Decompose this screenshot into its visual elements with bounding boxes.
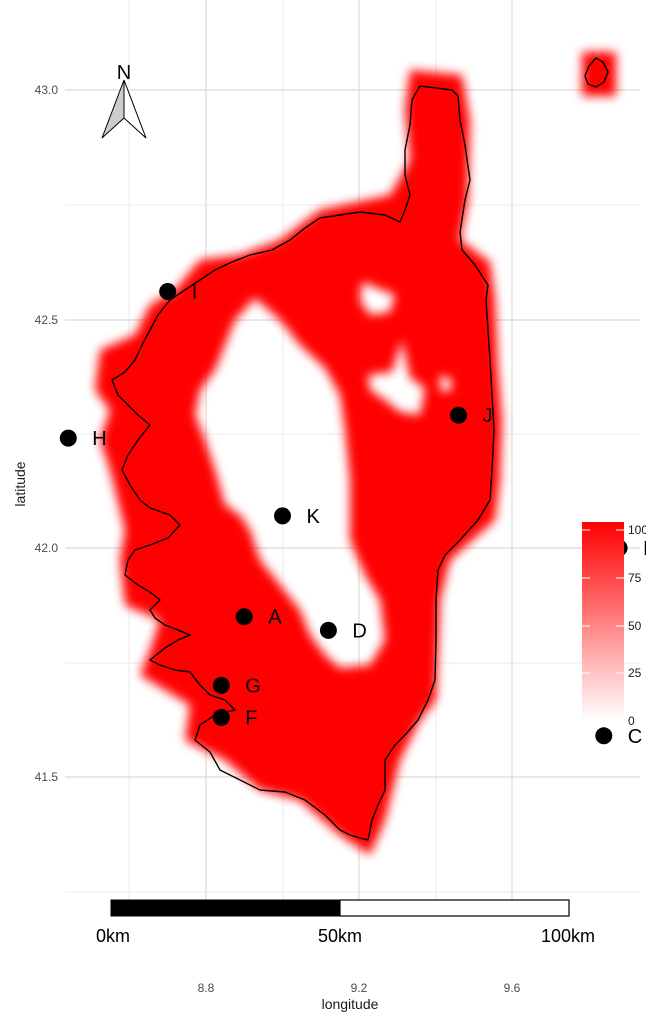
legend-tick-label: 100	[628, 523, 646, 537]
legend: 100 75 50 25 0	[582, 522, 646, 728]
x-tick-label: 8.8	[198, 981, 215, 995]
north-arrow-right-half	[123, 79, 147, 139]
y-tick-label: 42.5	[35, 313, 59, 327]
coastline	[111, 57, 609, 841]
site-label-c: C	[628, 726, 642, 748]
site-point-j	[450, 406, 467, 424]
site-label-g: G	[245, 675, 261, 697]
heat-fill-capraia	[582, 52, 616, 96]
site-label-f: F	[245, 708, 257, 730]
site-label-i: I	[192, 282, 198, 304]
legend-colorbar	[582, 522, 624, 720]
heat-fill-island	[95, 70, 502, 855]
legend-tick-label: 50	[628, 619, 642, 633]
site-label-a: A	[268, 607, 282, 629]
y-tick-labels: 43.0 42.5 42.0 41.5	[35, 83, 59, 784]
site-label-h: H	[92, 428, 106, 450]
legend-tick-label: 0	[628, 714, 635, 728]
site-point-g	[212, 676, 230, 694]
y-axis-title: latitude	[12, 461, 28, 506]
x-tick-label: 9.6	[504, 981, 521, 995]
heat-raster	[95, 52, 616, 855]
scale-bar-white-segment	[339, 899, 570, 917]
y-tick-label: 42.0	[35, 541, 59, 555]
site-label-k: K	[307, 506, 321, 528]
site-point-i	[159, 283, 177, 300]
site-label-j: J	[483, 405, 493, 427]
site-point-k	[274, 507, 291, 525]
y-tick-label: 43.0	[35, 83, 59, 97]
scale-bar-label: 50km	[318, 926, 362, 946]
coastline-corsica	[111, 85, 495, 841]
scale-bar: 0km 50km 100km	[96, 899, 595, 946]
north-arrow: N	[101, 62, 147, 139]
site-point-d	[319, 621, 337, 639]
site-point-c	[595, 727, 613, 745]
site-point-a	[235, 608, 253, 626]
x-tick-labels: 8.8 9.2 9.6	[198, 981, 521, 995]
legend-tick-label: 75	[628, 571, 642, 585]
north-arrow-left-half	[101, 79, 125, 139]
sites-layer: ABCDEFGHIJK	[59, 282, 646, 748]
x-tick-label: 9.2	[351, 981, 368, 995]
site-label-e: E	[643, 538, 646, 560]
x-axis-title: longitude	[322, 996, 379, 1012]
scale-bar-label: 0km	[96, 926, 130, 946]
site-label-d: D	[352, 620, 366, 642]
site-point-f	[212, 709, 230, 726]
site-point-h	[59, 429, 77, 447]
north-arrow-label: N	[117, 62, 131, 84]
scale-bar-label: 100km	[541, 926, 595, 946]
coastline-capraia	[584, 57, 609, 88]
y-tick-label: 41.5	[35, 770, 59, 784]
scale-bar-black-segment	[110, 899, 341, 917]
legend-tick-label: 25	[628, 666, 642, 680]
